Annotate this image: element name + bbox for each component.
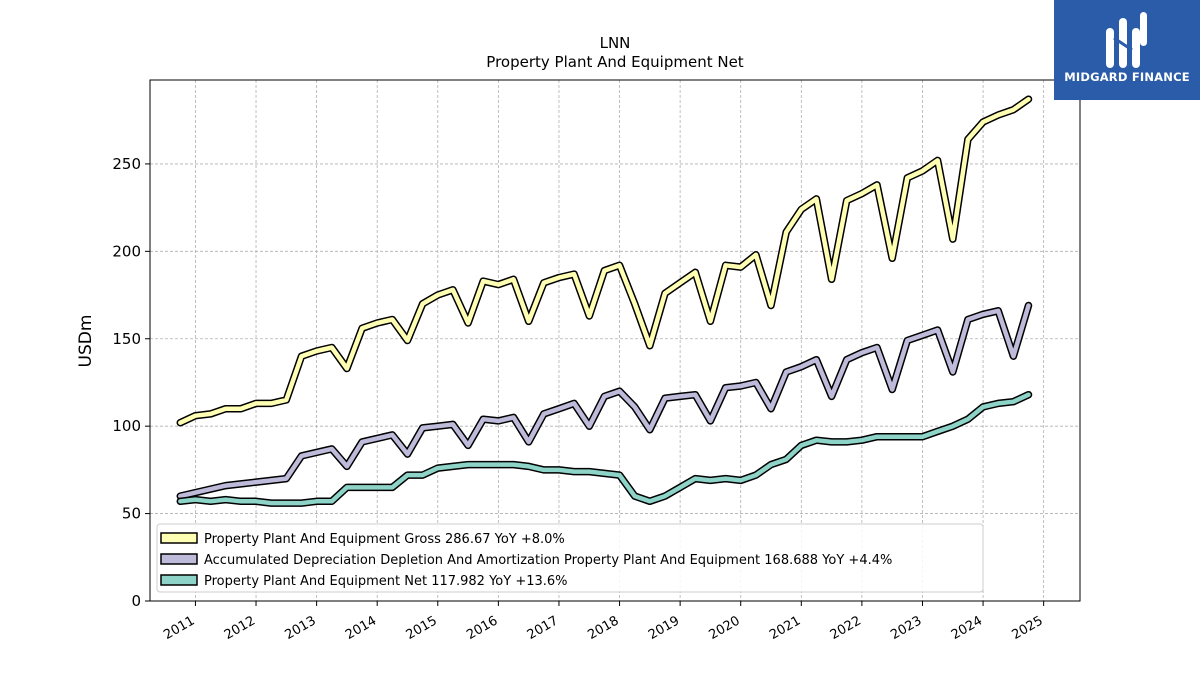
midgard-logo-icon (1106, 12, 1147, 68)
y-axis-label: USDm (76, 315, 96, 368)
legend-label: Property Plant And Equipment Gross 286.6… (204, 532, 565, 547)
y-tick-label: 200 (112, 242, 141, 260)
series-line-outline (176, 390, 1033, 507)
series-line-stroke (178, 392, 1031, 506)
x-tick-label: 2017 (525, 613, 561, 643)
y-tick-label: 250 (112, 155, 141, 173)
grid-lines (150, 80, 1080, 602)
x-tick-label: 2023 (888, 613, 924, 643)
legend-swatch (160, 532, 198, 544)
x-tick-label: 2016 (464, 613, 500, 643)
x-tick-label: 2019 (646, 613, 682, 643)
x-tick-label: 2014 (343, 613, 379, 643)
y-tick-label: 50 (122, 505, 141, 523)
y-tick-label: 150 (112, 330, 141, 348)
x-tick-label: 2018 (585, 613, 621, 643)
series-line-outline (176, 95, 1033, 427)
legend-swatch (160, 553, 198, 565)
legend-label: Accumulated Depreciation Depletion And A… (204, 553, 892, 568)
y-axis: 0 50 100 150 200 250 (112, 155, 150, 610)
brand-name: MIDGARD FINANCE (1064, 70, 1190, 84)
x-tick-label: 2012 (222, 613, 258, 643)
series-line-1 (176, 95, 1033, 427)
legend-item: Property Plant And Equipment Gross 286.6… (160, 532, 565, 547)
x-tick-label: 2025 (1009, 613, 1045, 643)
series-line-3 (176, 390, 1033, 507)
series-lines (176, 95, 1033, 507)
x-tick-label: 2022 (828, 613, 864, 643)
series-line-2 (176, 301, 1033, 500)
chart-title: LNN (600, 34, 631, 52)
series-line-stroke (178, 96, 1031, 425)
brand-logo: MIDGARD FINANCE (1054, 0, 1200, 100)
legend-swatch (160, 574, 198, 586)
y-tick-label: 0 (131, 592, 141, 610)
chart-subtitle: Property Plant And Equipment Net (486, 53, 743, 71)
x-tick-label: 2013 (282, 613, 318, 643)
legend-item: Property Plant And Equipment Net 117.982… (160, 574, 568, 589)
x-tick-label: 2021 (767, 613, 803, 643)
legend: Property Plant And Equipment Gross 286.6… (156, 523, 984, 593)
x-axis: 2011 2012 2013 2014 2015 2016 2017 2018 2019 2020… (161, 601, 1046, 643)
legend-label: Property Plant And Equipment Net 117.982… (204, 574, 568, 589)
series-line-stroke (178, 303, 1031, 499)
plot-area-frame (149, 79, 1081, 602)
x-tick-label: 2015 (404, 613, 440, 643)
y-tick-label: 100 (112, 417, 141, 435)
legend-item: Accumulated Depreciation Depletion And A… (160, 553, 892, 568)
x-tick-label: 2020 (707, 613, 743, 643)
legend-box (156, 523, 984, 593)
x-tick-label: 2024 (949, 613, 985, 643)
x-tick-label: 2011 (161, 613, 197, 643)
